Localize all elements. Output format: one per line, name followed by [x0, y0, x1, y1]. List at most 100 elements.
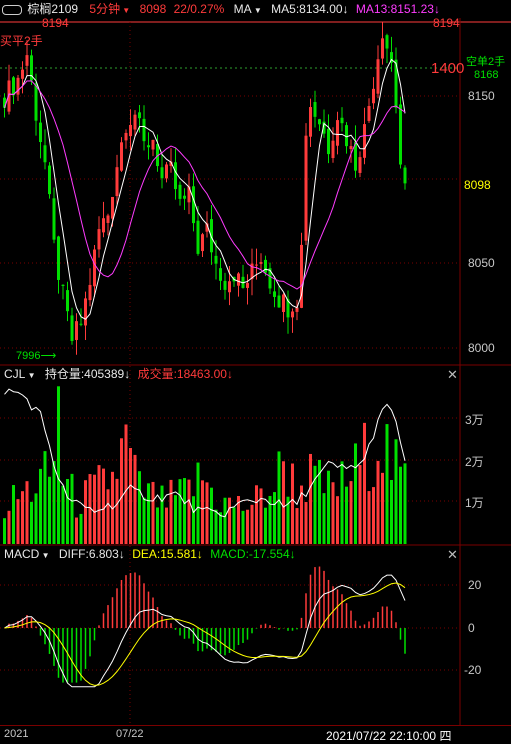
volume-bar — [7, 510, 11, 544]
candle — [250, 263, 254, 280]
candle — [286, 299, 290, 318]
macd-lines — [4, 574, 406, 688]
candle — [7, 80, 11, 112]
time-label-date: 07/22 — [116, 728, 144, 740]
volume-bar — [165, 507, 168, 544]
candle — [120, 142, 123, 171]
close-icon[interactable]: ✕ — [447, 367, 458, 382]
volume-pane-header: CJL ▼ 持仓量:405389↓ 成交量:18463.00↓ — [4, 367, 233, 383]
volume-bar — [3, 518, 6, 544]
candle — [165, 164, 168, 179]
price-tick-8000: 8000 — [468, 341, 495, 355]
candle — [178, 184, 182, 199]
open-interest-value: 持仓量:405389↓ — [44, 367, 131, 381]
candle — [358, 157, 362, 173]
candle — [111, 196, 114, 219]
volume-bar — [327, 470, 330, 544]
candle — [273, 291, 276, 297]
candle — [142, 118, 146, 142]
candle — [264, 259, 267, 273]
candle — [12, 77, 15, 96]
volume-bar — [403, 463, 407, 544]
candle — [322, 121, 326, 134]
volume-bar — [187, 479, 191, 544]
volume-bar — [84, 480, 87, 544]
candle — [138, 112, 141, 119]
candle — [61, 284, 65, 286]
volume-bar — [79, 513, 83, 544]
volume-bar — [363, 422, 366, 544]
candle — [228, 281, 231, 293]
candle — [349, 146, 353, 150]
ma-lines — [4, 58, 406, 320]
close-icon[interactable]: ✕ — [447, 547, 458, 562]
volume-bar — [115, 478, 119, 544]
short-position-label[interactable]: 空单2手 — [466, 56, 506, 68]
candle — [327, 128, 330, 155]
volume-bar — [201, 480, 204, 544]
price-tick-8050: 8050 — [468, 256, 495, 270]
ma5-line — [4, 58, 406, 320]
period-selector[interactable]: 5分钟 ▼ — [89, 2, 131, 16]
volume-bar — [156, 507, 159, 544]
volume-bar — [133, 454, 137, 544]
volume-bar — [142, 497, 146, 544]
ma-menu[interactable]: MA ▼ — [233, 2, 262, 16]
macd-pane-header: MACD ▼ DIFF:6.803↓ DEA:15.581↓ MACD:-17.… — [4, 547, 296, 563]
candle — [3, 97, 6, 108]
candle — [196, 220, 200, 254]
link-icon[interactable] — [2, 4, 22, 15]
volume-bar — [25, 481, 29, 544]
ma13-value: MA13:8151.23↓ — [355, 2, 440, 16]
volume-bar — [313, 465, 317, 544]
candle — [151, 139, 155, 150]
candle — [282, 294, 285, 312]
short-position-price: 8168 — [474, 69, 499, 81]
order-quantity: 1400 — [431, 60, 465, 77]
symbol-name[interactable]: 棕榈2109 — [27, 2, 79, 16]
candle — [84, 298, 87, 326]
candle — [133, 114, 137, 130]
volume-bar — [21, 491, 24, 544]
chevron-down-icon: ▼ — [251, 6, 262, 15]
volume-bar — [138, 471, 141, 544]
candle — [363, 124, 366, 158]
volume-bar — [295, 508, 299, 544]
candle — [97, 229, 101, 250]
volume-bar — [183, 478, 186, 544]
volume-bar — [93, 474, 96, 544]
ma5-value: MA5:8134.00↓ — [271, 2, 349, 16]
candle — [174, 162, 177, 190]
volume-bar — [291, 463, 294, 544]
volume-indicator-menu[interactable]: CJL ▼ — [4, 367, 36, 381]
candle — [124, 132, 128, 141]
volume-bar — [210, 487, 213, 544]
candle — [183, 195, 186, 199]
volume-bar — [286, 496, 290, 544]
volume-bar — [16, 499, 20, 544]
price-change: 22/0.27% — [173, 2, 225, 16]
price-tick-8150: 8150 — [468, 89, 495, 103]
volume-bar — [97, 465, 101, 544]
candle — [318, 119, 321, 125]
volume-bar — [48, 476, 51, 544]
candle — [30, 55, 33, 81]
candle — [394, 59, 398, 108]
volume-bar — [300, 485, 303, 544]
volume-bar — [223, 497, 227, 544]
dea-value: DEA:15.581↓ — [132, 547, 203, 561]
candle — [106, 215, 110, 223]
candle — [115, 167, 119, 197]
candle — [300, 244, 303, 308]
macd-indicator-menu[interactable]: MACD ▼ — [4, 547, 50, 561]
order-marker[interactable]: 买平2手 — [0, 34, 43, 48]
volume-bar — [151, 481, 155, 544]
candle — [399, 104, 402, 165]
volume-bar — [250, 504, 254, 544]
volume-bar — [399, 466, 402, 544]
volume-bar — [70, 473, 74, 544]
volume-bar — [57, 386, 60, 544]
open-interest-line — [4, 388, 406, 518]
volume-bar — [75, 517, 78, 544]
